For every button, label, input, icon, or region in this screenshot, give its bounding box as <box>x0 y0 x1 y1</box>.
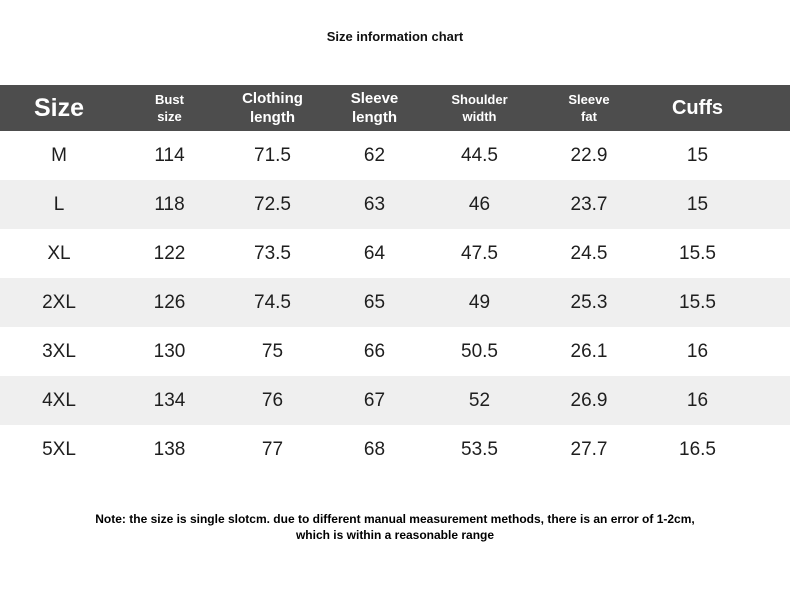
table-row-l: L 118 72.5 63 46 23.7 15 <box>0 180 790 229</box>
table-cell-shoulder-width: 44.5 <box>461 144 498 166</box>
table-cell-shoulder-width: 49 <box>468 291 491 313</box>
table-header-row: Size Bust size Clothing length Sleeve lengt… <box>0 85 790 131</box>
table-cell-clothing-length: 74.5 <box>254 291 291 313</box>
table-cell-sleeve-fat: 24.5 <box>570 242 608 264</box>
table-cell-bust-size: 138 <box>153 438 186 460</box>
table-cell-clothing-length: 71.5 <box>254 144 291 166</box>
table-cell-cuffs: 15.5 <box>679 242 716 264</box>
table-row-3xl: 3XL 130 75 66 50.5 26.1 16 <box>0 327 790 376</box>
column-header-shoulder-width: Shoulder width <box>451 92 508 124</box>
table-cell-sleeve-fat: 23.7 <box>570 193 608 215</box>
table-cell-sleeve-length: 64 <box>363 242 386 264</box>
table-cell-cuffs: 16.5 <box>679 438 716 460</box>
table-cell-bust-size: 130 <box>153 340 186 362</box>
table-cell-sleeve-length: 67 <box>363 389 386 411</box>
size-label: XL <box>47 242 71 264</box>
size-table: Size Bust size Clothing length Sleeve lengt… <box>0 85 790 474</box>
table-cell-clothing-length: 77 <box>261 438 284 460</box>
table-cell-bust-size: 118 <box>154 193 185 215</box>
table-cell-shoulder-width: 52 <box>468 389 491 411</box>
table-cell-clothing-length: 76 <box>261 389 284 411</box>
table-cell-bust-size: 122 <box>153 242 186 264</box>
table-row-xl: XL 122 73.5 64 47.5 24.5 15.5 <box>0 229 790 278</box>
table-row-4xl: 4XL 134 76 67 52 26.9 16 <box>0 376 790 425</box>
size-label: 2XL <box>42 291 76 313</box>
size-label: 4XL <box>42 389 76 411</box>
table-cell-cuffs: 16 <box>686 340 709 362</box>
table-row-2xl: 2XL 126 74.5 65 49 25.3 15.5 <box>0 278 790 327</box>
size-label: L <box>53 193 65 215</box>
table-cell-sleeve-length: 66 <box>363 340 386 362</box>
table-cell-clothing-length: 75 <box>261 340 284 362</box>
table-cell-shoulder-width: 47.5 <box>461 242 498 264</box>
table-cell-sleeve-length: 65 <box>363 291 386 313</box>
table-cell-bust-size: 114 <box>154 144 185 166</box>
table-cell-shoulder-width: 53.5 <box>461 438 498 460</box>
table-cell-shoulder-width: 50.5 <box>461 340 498 362</box>
row-spacer <box>751 327 790 376</box>
table-cell-sleeve-fat: 27.7 <box>570 438 608 460</box>
column-header-sleeve-fat: Sleeve fat <box>568 92 610 124</box>
size-label: 3XL <box>42 340 76 362</box>
column-header-clothing-length: Clothing length <box>242 90 303 126</box>
table-cell-sleeve-fat: 26.1 <box>570 340 608 362</box>
table-cell-sleeve-fat: 26.9 <box>570 389 608 411</box>
table-cell-cuffs: 15 <box>686 193 709 215</box>
table-row-5xl: 5XL 138 77 68 53.5 27.7 16.5 <box>0 425 790 474</box>
table-cell-sleeve-length: 62 <box>363 144 386 166</box>
table-cell-sleeve-fat: 25.3 <box>570 291 608 313</box>
row-spacer <box>751 278 790 327</box>
column-header-bust-size: Bust size <box>155 92 184 124</box>
row-spacer <box>751 180 790 229</box>
row-spacer <box>751 131 790 180</box>
table-cell-clothing-length: 72.5 <box>254 193 291 215</box>
size-chart-page: Size information chart Size Bust size Clot… <box>0 29 790 542</box>
row-spacer <box>751 376 790 425</box>
measurement-note: Note: the size is single slotcm. due to … <box>95 512 695 542</box>
table-cell-sleeve-length: 68 <box>363 438 386 460</box>
table-cell-cuffs: 15 <box>686 144 709 166</box>
table-cell-cuffs: 15.5 <box>679 291 716 313</box>
column-header-cuffs: Cuffs <box>671 96 724 119</box>
table-cell-bust-size: 134 <box>153 389 186 411</box>
table-cell-shoulder-width: 46 <box>468 193 491 215</box>
table-cell-bust-size: 126 <box>153 291 186 313</box>
column-header-sleeve-length: Sleeve length <box>350 90 399 126</box>
table-body: M 114 71.5 62 44.5 22.9 15 L 118 72.5 63 46 23.7 15 XL… <box>0 131 790 474</box>
table-cell-sleeve-fat: 22.9 <box>570 144 608 166</box>
size-label: 5XL <box>42 438 76 460</box>
column-header-size: Size <box>33 93 85 122</box>
page-title: Size information chart <box>326 29 464 44</box>
table-cell-clothing-length: 73.5 <box>254 242 291 264</box>
header-spacer <box>751 85 790 131</box>
table-cell-cuffs: 16 <box>686 389 709 411</box>
row-spacer <box>751 425 790 474</box>
table-row-m: M 114 71.5 62 44.5 22.9 15 <box>0 131 790 180</box>
row-spacer <box>751 229 790 278</box>
table-cell-sleeve-length: 63 <box>363 193 386 215</box>
size-label: M <box>51 144 67 166</box>
